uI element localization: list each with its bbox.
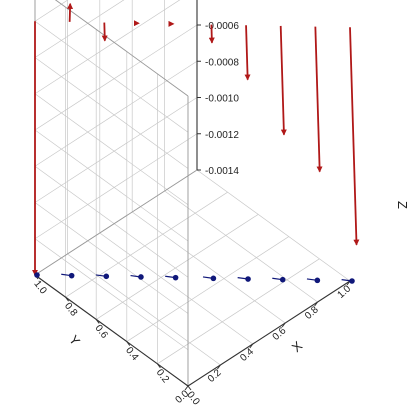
red-arrow: [101, 22, 108, 42]
grid-line-floor-x: [196, 169, 351, 282]
z-tick-label: -0.0006: [205, 21, 239, 32]
grid-line-wall-z-left: [34, 165, 189, 278]
grid-line-wall-z-right: [34, 0, 69, 22]
x-tick-mark: [314, 301, 319, 307]
grid-line-wall-z-right: [34, 24, 198, 131]
grid-line-wall-z-right: [34, 97, 198, 203]
y-tick-mark: [126, 341, 131, 346]
blue-arrow-head: [172, 274, 179, 281]
grid-line-wall-z-left: [34, 202, 189, 314]
blue-arrow-head: [349, 278, 355, 284]
z-tick-label: -0.0012: [205, 130, 239, 141]
y-tick-mark: [65, 296, 69, 302]
z-axis-title: Z: [395, 201, 410, 209]
grid-line-wall-z-right: [34, 0, 181, 95]
grid-line-floor-y: [96, 214, 259, 320]
z-tick-label: -0.0008: [205, 57, 239, 68]
x-tick-mark: [184, 385, 189, 391]
grid-line-wall-z-left: [34, 57, 189, 169]
grid-line-wall-z-left: [34, 93, 189, 206]
right-wall-pane: [35, 0, 197, 275]
x-tick-mark: [249, 343, 254, 349]
red-arrow: [244, 25, 251, 81]
red-arrow: [208, 24, 215, 44]
blue-arrow-head: [314, 277, 321, 284]
grid-line-wall-z-left: [34, 238, 189, 351]
arrow-layer: [32, 2, 360, 284]
blue-arrow-head: [34, 272, 40, 278]
box-edge: [54, 0, 189, 97]
y-axis-title: Y: [66, 332, 83, 348]
blue-arrow-head: [138, 274, 144, 280]
red-arrow: [349, 27, 360, 246]
grid-line-floor-y: [126, 236, 289, 342]
grid-line-floor-x: [164, 190, 318, 303]
grid-line-wall-z-right: [34, 0, 125, 58]
red-arrow: [279, 25, 287, 136]
red-arrow: [67, 2, 74, 22]
axis-panes: [35, 0, 350, 386]
grid-line-wall-z-right: [34, 60, 198, 167]
y-tick-mark: [156, 363, 161, 369]
x-axis-line: [187, 280, 351, 387]
blue-arrow-head: [210, 275, 217, 282]
y-tick-label: 0.0: [184, 390, 201, 405]
blue-arrow-head: [103, 273, 110, 280]
x-tick-mark: [281, 322, 286, 328]
red-arrow: [314, 26, 323, 173]
box-edge: [34, 169, 198, 276]
blue-arrow-head: [245, 276, 251, 282]
grid-line-wall-z-left: [34, 129, 189, 242]
x-axis-title: X: [289, 338, 306, 355]
y-axis-line: [34, 274, 189, 387]
x-tick-mark: [216, 364, 221, 370]
grid-line-floor-y: [65, 191, 228, 298]
y-tick-mark: [187, 385, 192, 391]
z-tick-label: -0.0014: [205, 166, 239, 177]
y-tick-mark: [95, 319, 100, 324]
blue-arrow-head: [68, 272, 75, 279]
blue-arrow-head: [279, 276, 286, 283]
z-tick-label: -0.0010: [205, 94, 239, 105]
grid-line-floor-x: [67, 253, 221, 366]
grid-line-wall-z-left: [34, 20, 189, 133]
grid-line-wall-z-right: [34, 133, 198, 240]
grid-line-floor-x: [99, 232, 254, 345]
grid-line-floor-y: [157, 258, 320, 365]
